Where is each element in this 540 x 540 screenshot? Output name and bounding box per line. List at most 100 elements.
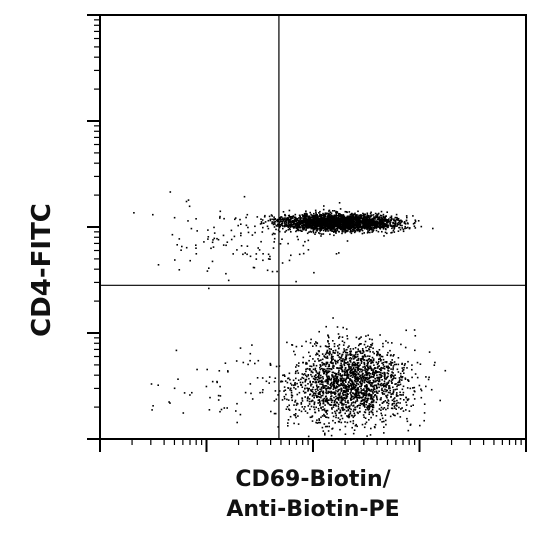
event-point: [352, 225, 354, 228]
event-point: [271, 233, 274, 236]
event-point: [396, 225, 398, 227]
event-point: [372, 401, 375, 403]
event-point: [402, 369, 405, 371]
event-point: [354, 355, 356, 358]
event-point: [355, 229, 358, 231]
event-point: [326, 400, 328, 403]
event-point: [372, 370, 374, 373]
event-point: [358, 230, 361, 233]
event-point: [358, 391, 360, 393]
event-point: [357, 396, 360, 399]
event-point: [411, 364, 413, 366]
event-point: [284, 375, 286, 377]
event-point: [251, 234, 254, 236]
event-point: [393, 226, 396, 228]
event-point: [350, 414, 353, 417]
event-point: [349, 372, 352, 374]
event-point: [340, 390, 342, 392]
event-point: [332, 219, 335, 221]
event-point: [305, 374, 307, 377]
event-point: [376, 374, 378, 376]
event-point: [323, 226, 325, 228]
event-point: [327, 215, 329, 217]
event-point: [293, 218, 296, 221]
event-point: [364, 411, 367, 414]
event-point: [329, 233, 331, 236]
event-point: [378, 353, 380, 356]
event-point: [432, 227, 434, 230]
event-point: [327, 381, 330, 383]
event-point: [369, 224, 371, 226]
event-point: [342, 391, 344, 394]
event-point: [313, 403, 316, 406]
event-point: [361, 375, 364, 378]
event-point: [369, 394, 372, 397]
event-point: [301, 397, 303, 399]
event-point: [310, 405, 313, 408]
event-point: [306, 367, 309, 370]
event-point: [280, 380, 282, 382]
event-point: [313, 401, 316, 403]
event-point: [388, 379, 391, 382]
event-point: [352, 386, 355, 389]
event-point: [329, 387, 331, 389]
event-point: [379, 223, 382, 225]
event-point: [400, 408, 402, 410]
event-point: [294, 401, 296, 403]
event-point: [367, 224, 370, 226]
event-point: [271, 222, 273, 225]
event-point: [382, 361, 385, 364]
event-point: [400, 221, 403, 223]
event-point: [150, 383, 153, 385]
event-point: [309, 225, 312, 227]
event-point: [330, 222, 332, 224]
event-point: [344, 391, 347, 394]
event-point: [336, 409, 338, 412]
event-point: [152, 405, 154, 407]
event-point: [303, 392, 306, 394]
event-point: [297, 238, 299, 241]
event-point: [287, 419, 290, 421]
event-point: [274, 218, 277, 220]
event-point: [302, 356, 305, 359]
event-point: [292, 225, 295, 228]
event-point: [326, 409, 329, 412]
event-point: [323, 423, 326, 425]
event-point: [395, 393, 398, 396]
event-point: [347, 381, 350, 384]
event-point: [281, 399, 284, 401]
event-point: [392, 377, 394, 380]
event-point: [301, 217, 303, 219]
event-point: [310, 385, 312, 387]
event-point: [382, 222, 384, 225]
event-point: [318, 215, 320, 218]
event-point: [180, 249, 182, 251]
event-point: [361, 232, 364, 235]
event-point: [257, 359, 260, 362]
event-point: [336, 360, 338, 363]
event-point: [346, 240, 349, 242]
event-point: [407, 380, 410, 382]
event-point: [341, 232, 343, 235]
event-point: [309, 393, 311, 396]
event-point: [338, 252, 340, 254]
event-point: [288, 214, 291, 217]
event-point: [378, 408, 381, 410]
event-point: [282, 220, 284, 223]
event-point: [308, 222, 311, 224]
event-point: [346, 375, 349, 378]
event-point: [319, 345, 322, 348]
event-point: [307, 215, 310, 218]
event-point: [341, 359, 344, 362]
event-point: [317, 386, 319, 389]
event-point: [377, 383, 380, 386]
event-point: [371, 412, 374, 414]
event-point: [312, 368, 315, 371]
event-point: [420, 388, 422, 390]
event-point: [341, 369, 344, 372]
event-point: [363, 216, 365, 219]
event-point: [307, 383, 309, 385]
event-point: [319, 391, 321, 393]
event-point: [323, 216, 325, 219]
event-point: [352, 404, 355, 407]
